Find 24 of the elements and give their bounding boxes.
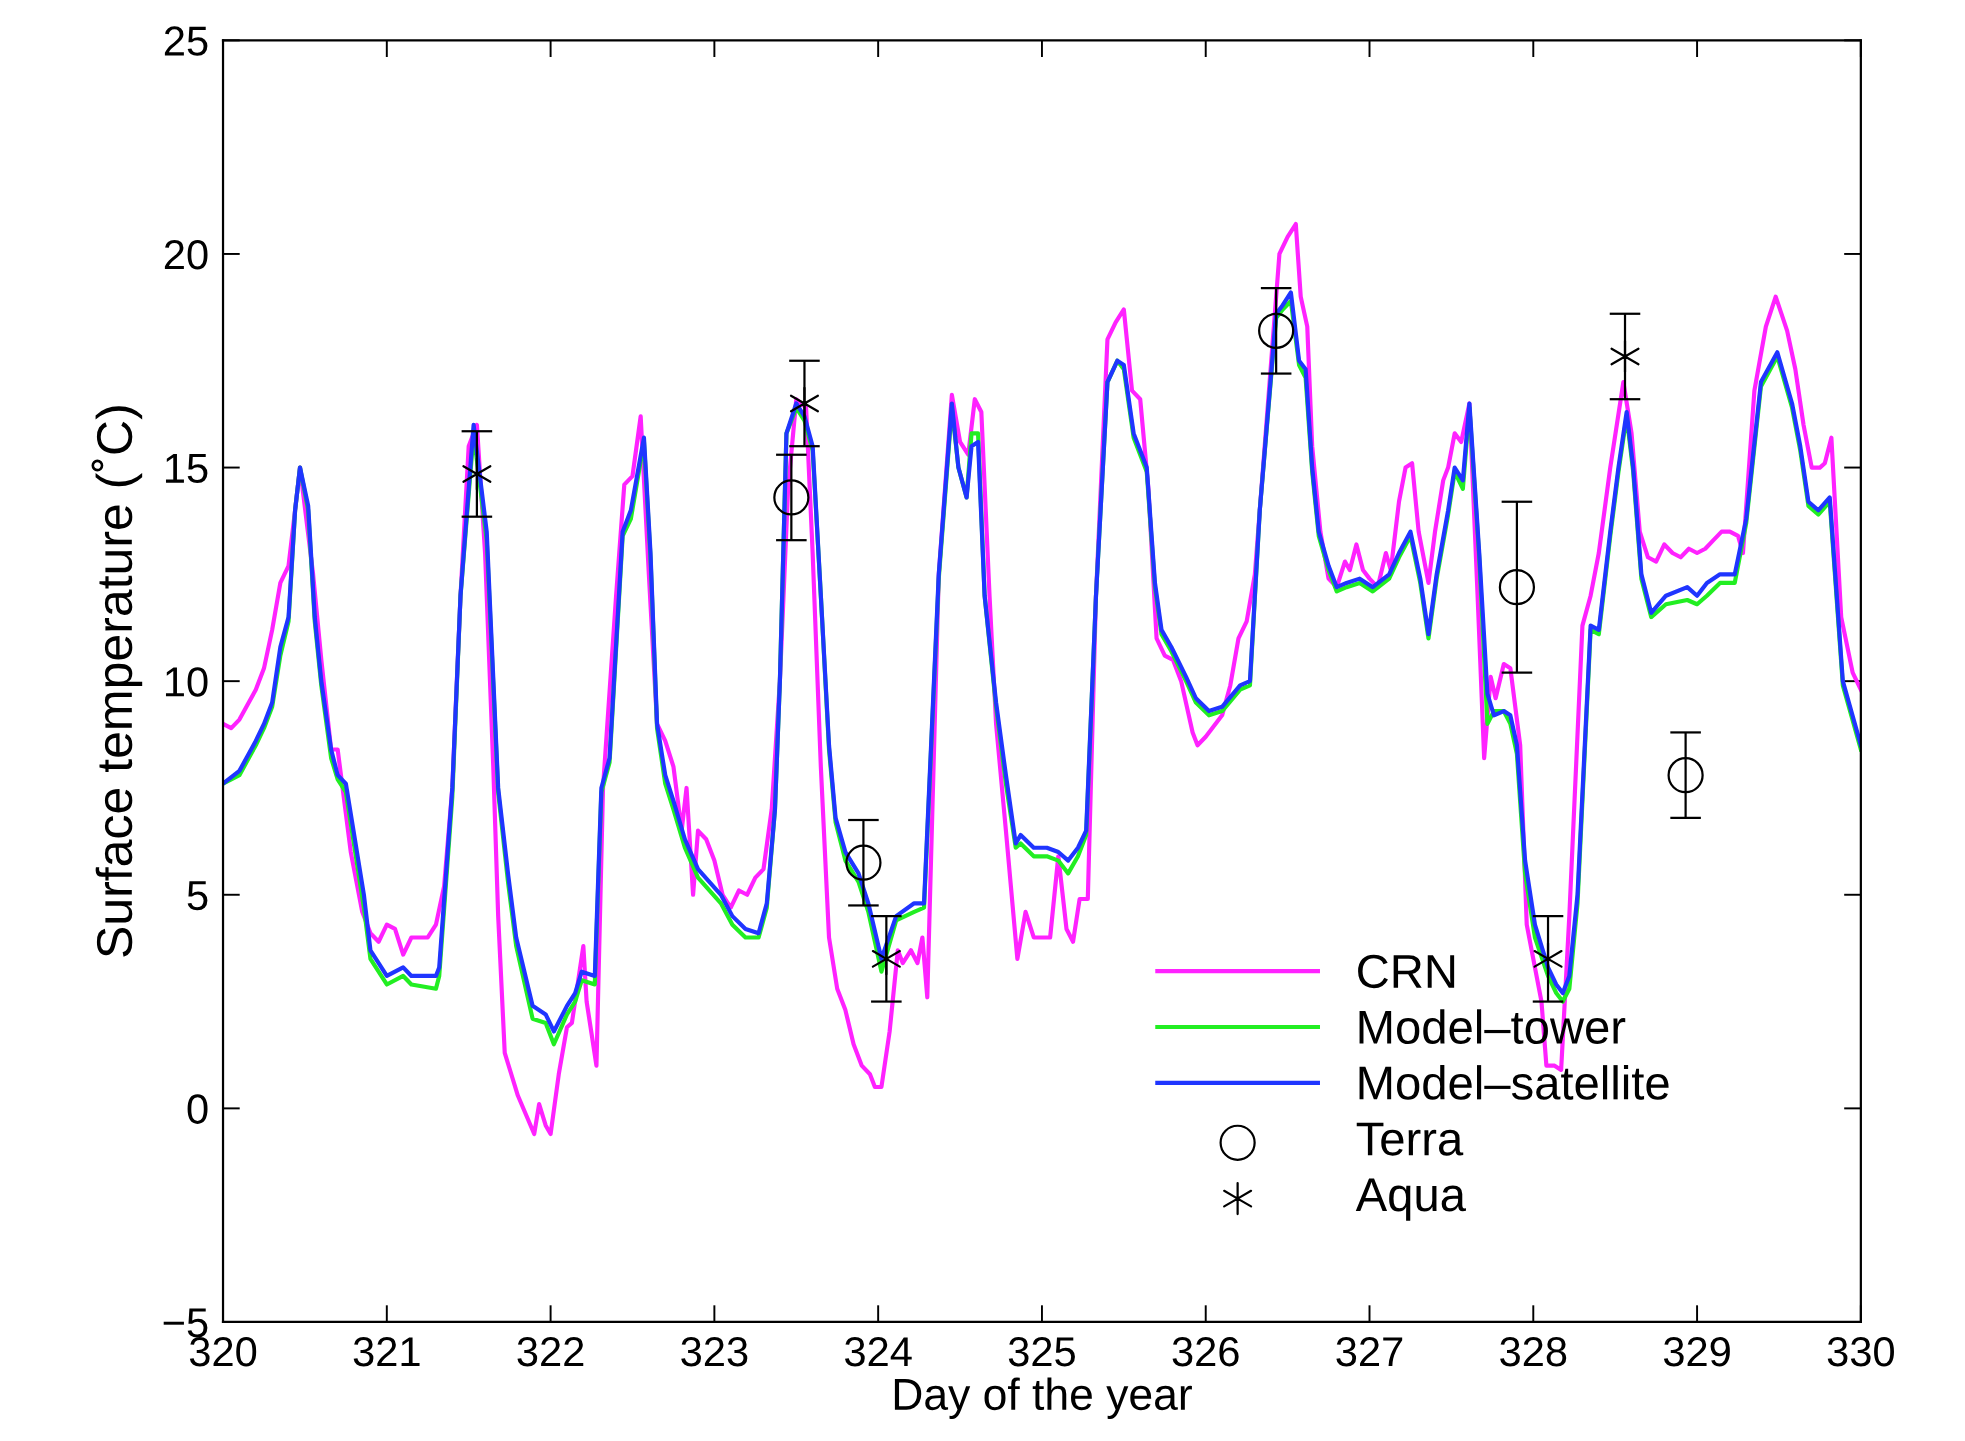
x-tick-label: 330 [1827, 1336, 1894, 1367]
y-tick-label: 5 [187, 881, 208, 911]
x-tick-label: 322 [517, 1336, 584, 1367]
y-tick-label: 20 [164, 239, 208, 270]
y-tick-label: −5 [163, 1308, 208, 1338]
legend-label: Model–satellite [1359, 1065, 1669, 1100]
x-tick-label: 327 [1336, 1336, 1403, 1367]
x-tick-label: 320 [189, 1336, 257, 1367]
x-tick-label: 321 [353, 1336, 420, 1367]
x-tick-label: 325 [1008, 1336, 1075, 1367]
y-tick-label: 15 [165, 453, 208, 484]
x-tick-label: 324 [844, 1336, 912, 1367]
y-tick-label: 0 [187, 1094, 208, 1124]
legend-label: Terra [1356, 1122, 1464, 1156]
y-tick-label: 25 [164, 26, 208, 56]
legend-label: Aqua [1355, 1178, 1466, 1221]
x-axis-title: Day of the year [894, 1377, 1192, 1419]
y-axis-title: Surface temperature (˚C) [91, 406, 143, 957]
x-tick-label: 328 [1500, 1336, 1567, 1367]
legend-label: CRN [1358, 954, 1455, 989]
x-tick-label: 326 [1172, 1336, 1239, 1367]
x-tick-label: 323 [681, 1336, 748, 1367]
x-tick-label: 329 [1663, 1336, 1730, 1367]
y-tick-label: 10 [165, 667, 208, 697]
